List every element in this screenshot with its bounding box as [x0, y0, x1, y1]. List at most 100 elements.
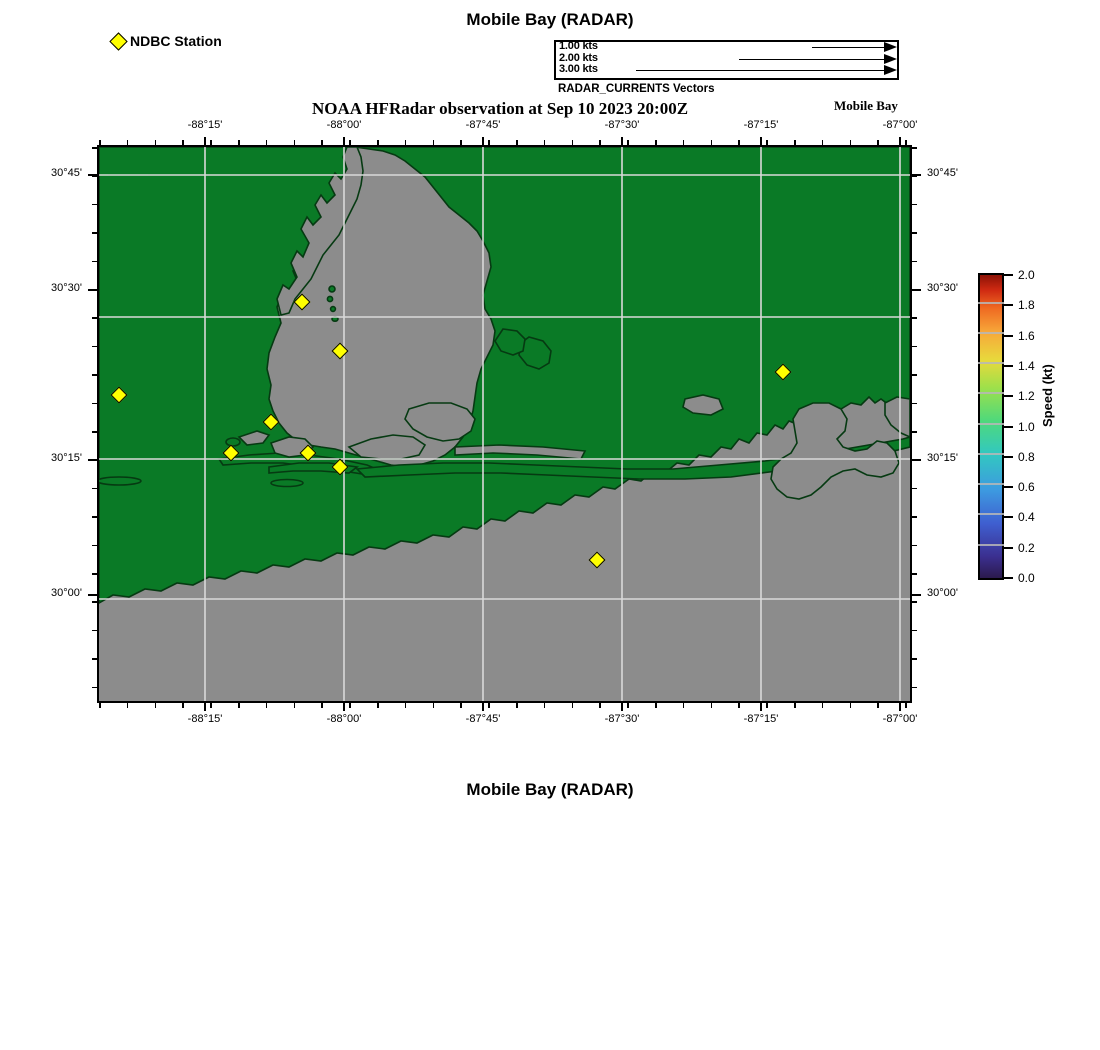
colorbar-tick — [1004, 364, 1013, 367]
vector-scale-label-3: 3.00 kts — [559, 63, 598, 75]
gulf-shores-barrier — [355, 436, 910, 480]
vector-shaft-2 — [739, 58, 884, 60]
wolf-bay — [347, 434, 427, 460]
axis-tick-label: -88°15' — [187, 119, 223, 131]
vector-scale-row-1: 1.00 kts — [556, 41, 897, 54]
axis-tick-label: 30°45' — [927, 167, 958, 179]
map-gridlines — [99, 147, 910, 701]
vector-scale-row-3: 3.00 kts — [556, 63, 897, 77]
axis-tick — [238, 140, 240, 145]
axis-tick — [899, 137, 901, 145]
speed-colorbar: 2.0 1.8 1.6 1.4 1.2 1.0 0.8 0.6 0.4 0.2 0.0 Speed … — [978, 268, 1055, 585]
axis-tick — [905, 140, 907, 145]
axis-tick — [516, 703, 518, 708]
axis-tick — [92, 487, 97, 490]
axis-tick-label: -87°00' — [882, 713, 918, 725]
axis-tick-label: -88°00' — [326, 713, 362, 725]
axis-tick-label: 30°15' — [927, 452, 958, 464]
axis-tick — [912, 658, 917, 660]
axis-tick — [182, 140, 184, 145]
axis-tick — [210, 140, 212, 145]
axis-tick — [627, 703, 629, 708]
vector-arrowhead-1 — [884, 42, 897, 52]
axis-tick — [92, 203, 97, 206]
axis-tick — [760, 703, 762, 711]
axis-tick — [599, 140, 601, 145]
axis-tick — [488, 140, 490, 145]
axis-tick — [92, 573, 97, 575]
vector-scale-row-2: 2.00 kts — [556, 51, 897, 66]
axis-tick — [766, 140, 768, 145]
axis-tick — [571, 140, 574, 145]
axis-tick — [912, 629, 917, 632]
axis-tick — [88, 174, 97, 176]
vector-scale-label-2: 2.00 kts — [559, 51, 598, 64]
axis-tick — [92, 658, 97, 660]
bon-secour-lobe — [494, 328, 526, 356]
axis-tick — [766, 703, 768, 708]
axis-tick — [210, 703, 212, 708]
axis-tick — [599, 703, 601, 708]
axis-tick — [912, 431, 917, 433]
small-island-b — [225, 437, 241, 447]
colorbar-tick-label: 1.4 — [1018, 358, 1035, 373]
map-canvas[interactable] — [97, 145, 912, 703]
axis-tick — [821, 140, 824, 145]
observation-subtitle: NOAA HFRadar observation at Sep 10 2023 … — [311, 99, 689, 118]
axis-tick — [912, 289, 921, 291]
axis-tick — [321, 140, 323, 145]
axis-tick — [912, 232, 917, 234]
axis-tick — [849, 703, 852, 708]
colorbar-tick-label: 0.4 — [1018, 510, 1035, 525]
islet-1 — [328, 285, 336, 293]
axis-tick — [204, 703, 206, 711]
axis-tick — [710, 140, 713, 145]
axis-tick — [92, 317, 97, 319]
axis-tick — [154, 703, 157, 708]
axis-tick — [92, 374, 97, 376]
axis-tick — [571, 703, 574, 708]
land-polygons — [99, 147, 910, 604]
axis-tick — [543, 703, 546, 708]
colorbar-tick — [1004, 546, 1013, 549]
axis-tick — [488, 703, 490, 708]
axis-tick — [877, 703, 879, 708]
axis-tick — [794, 703, 796, 708]
ndbc-station-legend: NDBC Station — [109, 31, 222, 51]
axis-tick — [349, 140, 351, 145]
axis-tick — [912, 487, 917, 490]
axis-tick — [655, 140, 657, 145]
axis-tick — [92, 260, 97, 263]
small-island-a — [270, 478, 304, 488]
colorbar-tick-label: 0.0 — [1018, 571, 1035, 585]
colorbar-gradient — [978, 273, 1004, 580]
axis-tick — [912, 594, 921, 596]
vector-legend-caption: RADAR_CURRENTS Vectors — [558, 83, 715, 95]
colorbar-tick-label: 1.8 — [1018, 298, 1035, 313]
axis-tick — [92, 147, 97, 149]
axis-tick — [912, 174, 921, 176]
axis-tick — [682, 140, 685, 145]
axis-tick — [126, 140, 129, 145]
colorbar-tick-label: 0.2 — [1018, 540, 1035, 555]
axis-tick-label: -88°00' — [326, 119, 362, 131]
axis-tick — [543, 140, 546, 145]
axis-tick-label: -87°45' — [465, 713, 501, 725]
axis-tick — [460, 140, 462, 145]
axis-tick — [92, 686, 97, 689]
river-channel-north — [276, 147, 364, 316]
axis-tick — [710, 703, 713, 708]
eastern-bays — [237, 394, 910, 500]
colorbar-tick — [1004, 304, 1013, 307]
axis-tick — [154, 140, 157, 145]
axis-tick — [912, 516, 917, 518]
axis-tick-label: 30°00' — [927, 587, 958, 599]
axis-tick-label: -88°15' — [187, 713, 223, 725]
pensacola-bay-edge — [884, 396, 910, 438]
colorbar-tick-label: 2.0 — [1018, 268, 1035, 282]
axis-tick — [912, 686, 917, 689]
axis-tick — [343, 703, 345, 711]
axis-tick — [265, 140, 268, 145]
axis-tick — [377, 703, 379, 708]
axis-tick — [682, 703, 685, 708]
